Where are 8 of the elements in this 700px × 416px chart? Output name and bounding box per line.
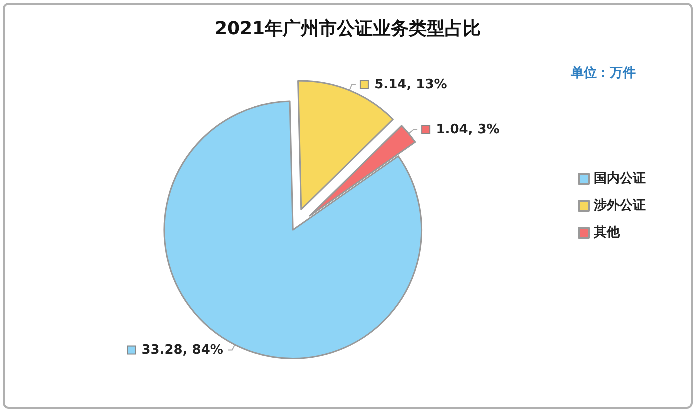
data-label: 1.04, 3% <box>436 122 500 138</box>
chart-title: 2021年广州市公证业务类型占比 <box>214 18 482 40</box>
data-label: 5.14, 13% <box>374 77 448 92</box>
legend-label: 其他 <box>593 226 621 240</box>
legend-label: 国内公证 <box>594 172 646 186</box>
legend-label: 涉外公证 <box>593 198 646 214</box>
data-label: 33.28, 84% <box>142 342 224 358</box>
text: 单位：万件 <box>570 65 636 81</box>
